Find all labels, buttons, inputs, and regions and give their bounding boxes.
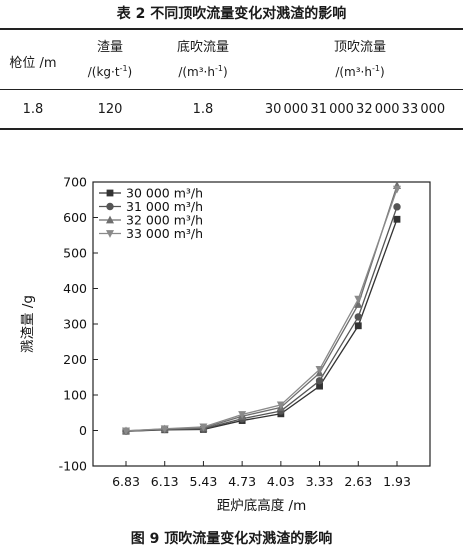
x-tick-label: 4.03 (267, 474, 295, 489)
x-tick-label: 6.13 (151, 474, 179, 489)
data-point (238, 411, 247, 419)
legend-marker (106, 230, 114, 238)
data-point (393, 215, 401, 223)
series-line (125, 188, 398, 432)
table-title: 表 2 不同顶吹流量变化对溅渣的影响 (116, 6, 347, 22)
x-tick-label: 6.83 (112, 474, 140, 489)
y-tick-label: 0 (79, 423, 87, 438)
data-point (393, 185, 401, 194)
data-point (354, 313, 362, 321)
x-tick-label: 5.43 (190, 474, 218, 489)
table-top-rule (0, 28, 463, 30)
data-point (122, 427, 130, 436)
legend-label: 30 000 m³/h (126, 186, 203, 201)
figure-caption: 图 9 顶吹流量变化对溅渣的影响 (130, 531, 333, 547)
x-tick-label: 2.63 (344, 474, 372, 489)
line-chart: -100 0 100 200 300 400 500 600 700 6.83 6.13 5.43 4.… (20, 175, 431, 514)
data-point (199, 423, 208, 432)
x-tick-label: 3.33 (306, 474, 334, 489)
y-tick-label: 200 (63, 352, 87, 367)
x-axis-label: 距炉底高度 /m (217, 497, 307, 514)
y-axis-label: 溅渣量 /g (20, 295, 36, 353)
y-tick-label: 500 (63, 246, 87, 261)
y-tick-label: 600 (63, 210, 87, 225)
legend-label: 33 000 m³/h (126, 226, 203, 241)
header-lance: 枪位 /m (9, 56, 57, 71)
data-point (354, 300, 363, 308)
x-tick-label: 4.73 (228, 474, 256, 489)
cell-bottom-flow: 1.8 (192, 102, 214, 117)
y-tick-label: 100 (63, 388, 87, 403)
y-tick-label: -100 (59, 459, 87, 474)
data-point (393, 203, 401, 211)
header-top-flow-unit: /(m³·h-1) (335, 64, 385, 79)
table-mid-rule (0, 89, 463, 90)
table-bottom-rule (0, 128, 463, 130)
data-point (160, 425, 169, 434)
cell-top-flow: 30 000 31 000 32 000 33 000 (264, 102, 446, 117)
header-bottom-flow-unit: /(m³·h-1) (178, 64, 228, 79)
header-top-flow: 顶吹流量 (333, 40, 386, 55)
header-slag: 渣量 (96, 40, 123, 55)
cell-slag: 120 (97, 102, 123, 117)
legend-marker (106, 189, 114, 197)
x-tick-label: 1.93 (383, 474, 411, 489)
data-point (354, 295, 363, 304)
data-point (354, 322, 362, 330)
data-point (276, 401, 285, 410)
data-point (315, 377, 324, 385)
data-point (316, 382, 323, 390)
cell-lance: 1.8 (22, 102, 44, 117)
legend-label: 31 000 m³/h (126, 199, 203, 214)
y-tick-label: 700 (63, 175, 87, 190)
header-slag-unit: /(kg·t-1) (87, 64, 133, 79)
data-point (315, 366, 324, 374)
y-tick-label: 300 (63, 317, 87, 332)
header-bottom-flow: 底吹流量 (176, 40, 229, 55)
legend-label: 32 000 m³/h (126, 213, 203, 228)
legend-marker (106, 215, 114, 224)
legend-marker (106, 202, 114, 211)
y-tick-label: 400 (63, 281, 87, 296)
